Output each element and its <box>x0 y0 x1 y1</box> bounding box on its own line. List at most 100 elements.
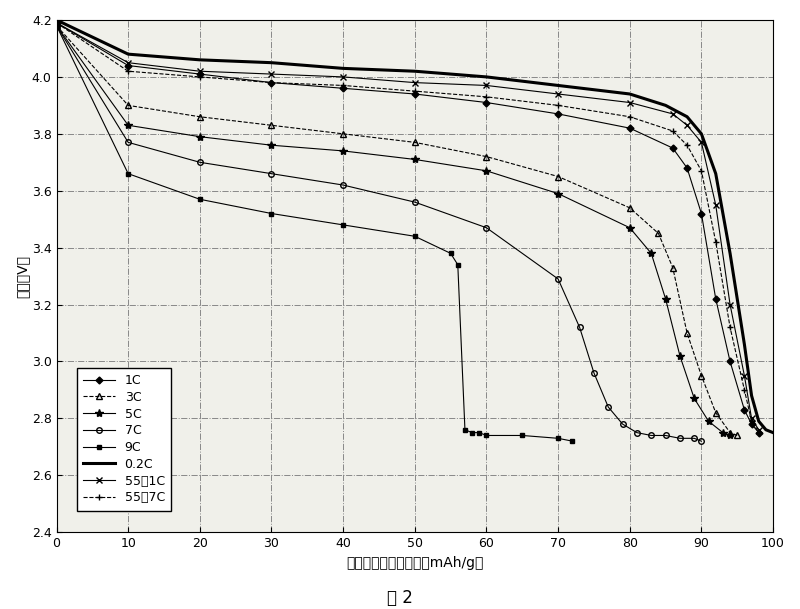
0.2C <box>195 56 205 63</box>
1C <box>682 164 692 172</box>
5C <box>646 250 656 257</box>
9C <box>474 429 484 436</box>
55度7C <box>746 418 756 425</box>
1C <box>726 358 735 365</box>
5C <box>661 295 670 303</box>
7C <box>690 435 699 442</box>
55度1C <box>482 82 491 89</box>
7C <box>618 420 627 428</box>
55度1C <box>711 202 721 209</box>
55度7C <box>711 238 721 245</box>
1C <box>338 85 348 92</box>
55度1C <box>338 73 348 80</box>
7C <box>661 432 670 439</box>
0.2C <box>754 418 763 425</box>
9C <box>446 250 455 257</box>
55度7C <box>668 127 678 135</box>
0.2C <box>123 51 133 58</box>
7C <box>52 22 62 29</box>
55度7C <box>195 73 205 80</box>
7C <box>632 429 642 436</box>
55度1C <box>625 99 634 106</box>
55度7C <box>52 19 62 27</box>
55度1C <box>195 68 205 75</box>
5C <box>195 133 205 140</box>
7C <box>482 224 491 231</box>
55度7C <box>754 429 763 436</box>
0.2C <box>746 392 756 400</box>
Line: 55度1C: 55度1C <box>53 19 762 433</box>
0.2C <box>697 130 706 138</box>
Y-axis label: 电压（V）: 电压（V） <box>15 255 29 298</box>
5C <box>338 147 348 155</box>
55度1C <box>754 426 763 434</box>
55度1C <box>410 79 419 86</box>
7C <box>589 369 598 376</box>
Line: 0.2C: 0.2C <box>57 20 773 432</box>
3C <box>682 329 692 337</box>
5C <box>704 418 714 425</box>
55度1C <box>554 90 563 97</box>
Line: 1C: 1C <box>54 21 761 435</box>
0.2C <box>482 73 491 80</box>
0.2C <box>52 16 62 24</box>
5C <box>482 167 491 174</box>
7C <box>554 275 563 283</box>
9C <box>52 22 62 29</box>
9C <box>410 233 419 240</box>
7C <box>195 158 205 166</box>
0.2C <box>711 170 721 177</box>
55度7C <box>740 386 750 393</box>
3C <box>338 130 348 138</box>
55度7C <box>625 113 634 121</box>
0.2C <box>682 113 692 121</box>
3C <box>711 409 721 417</box>
55度1C <box>740 372 750 379</box>
3C <box>733 432 742 439</box>
Text: 图 2: 图 2 <box>387 589 413 607</box>
1C <box>195 71 205 78</box>
0.2C <box>768 429 778 436</box>
7C <box>646 432 656 439</box>
55度1C <box>682 122 692 129</box>
9C <box>123 170 133 177</box>
5C <box>554 190 563 197</box>
55度1C <box>52 19 62 27</box>
55度7C <box>682 141 692 149</box>
55度7C <box>410 88 419 95</box>
9C <box>195 195 205 203</box>
9C <box>482 432 491 439</box>
1C <box>746 420 756 428</box>
0.2C <box>410 68 419 75</box>
7C <box>410 199 419 206</box>
7C <box>603 403 613 410</box>
9C <box>266 210 276 217</box>
1C <box>123 62 133 69</box>
9C <box>460 426 470 434</box>
7C <box>266 170 276 177</box>
55度7C <box>266 79 276 86</box>
Line: 5C: 5C <box>52 21 734 440</box>
55度1C <box>726 301 735 308</box>
Legend: 1C, 3C, 5C, 7C, 9C, 0.2C, 55度1C, 55度7C: 1C, 3C, 5C, 7C, 9C, 0.2C, 55度1C, 55度7C <box>77 368 171 510</box>
55度7C <box>338 82 348 89</box>
7C <box>675 435 685 442</box>
3C <box>410 139 419 146</box>
X-axis label: 不同倍率放电比容量（mAh/g）: 不同倍率放电比容量（mAh/g） <box>346 555 483 569</box>
9C <box>554 435 563 442</box>
55度7C <box>482 93 491 100</box>
5C <box>266 141 276 149</box>
5C <box>410 156 419 163</box>
3C <box>726 429 735 436</box>
0.2C <box>661 102 670 109</box>
1C <box>625 124 634 132</box>
3C <box>52 22 62 29</box>
55度7C <box>697 167 706 174</box>
5C <box>123 122 133 129</box>
0.2C <box>740 341 750 348</box>
9C <box>453 261 462 269</box>
0.2C <box>625 90 634 97</box>
0.2C <box>761 426 770 434</box>
55度1C <box>266 71 276 78</box>
Line: 9C: 9C <box>54 23 575 443</box>
